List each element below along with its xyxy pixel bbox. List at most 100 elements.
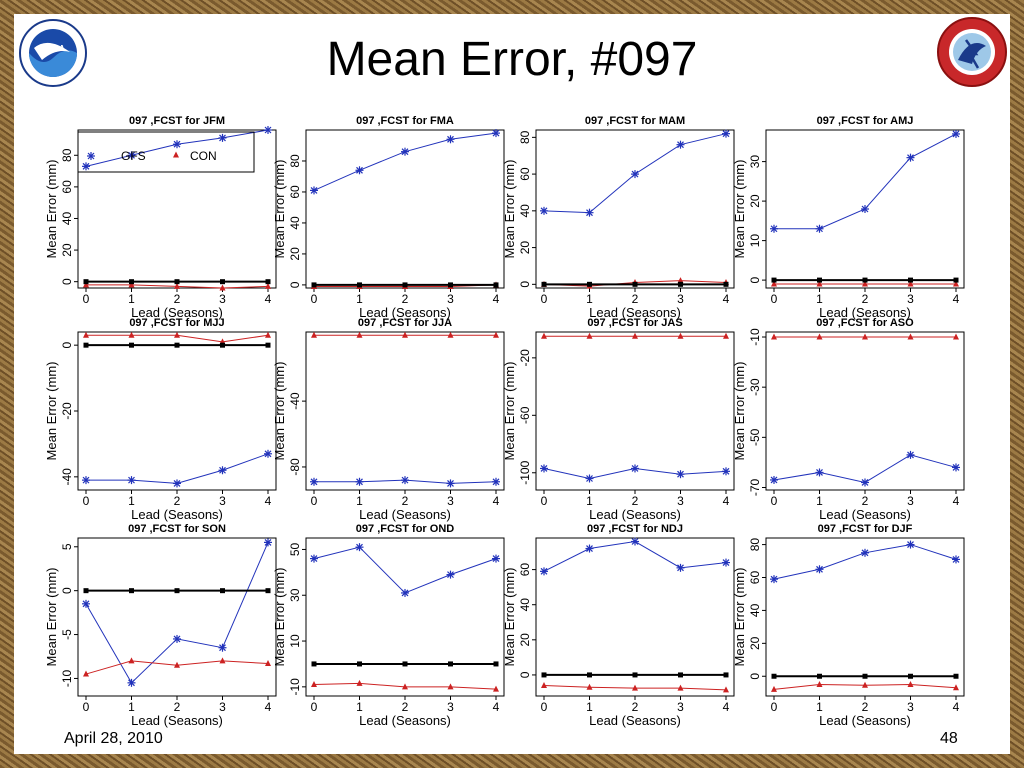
data-point-square xyxy=(678,672,683,678)
x-tick-label: 0 xyxy=(83,494,90,508)
data-point-square xyxy=(220,588,225,594)
data-point-star xyxy=(861,548,869,557)
y-tick-label: 40 xyxy=(288,216,302,230)
data-point-square xyxy=(83,588,89,594)
data-point-triangle xyxy=(265,331,271,338)
data-point-star xyxy=(446,570,455,579)
series-line xyxy=(774,133,957,230)
data-point-triangle xyxy=(174,331,180,338)
chart-title: 097 ,FCST for NDJ xyxy=(587,523,683,535)
data-point-star xyxy=(264,449,272,458)
chart-title: 097 ,FCST for MJJ xyxy=(129,317,224,329)
data-point-square xyxy=(174,588,180,594)
data-point-star xyxy=(815,224,824,233)
x-tick-label: 4 xyxy=(953,700,960,714)
data-point-square xyxy=(357,661,362,667)
data-point-star xyxy=(355,477,364,486)
x-tick-label: 4 xyxy=(265,700,272,714)
x-tick-label: 1 xyxy=(586,494,593,508)
data-point-triangle xyxy=(174,661,180,668)
plot-frame xyxy=(535,537,735,697)
data-point-star xyxy=(401,147,409,156)
data-point-star xyxy=(722,129,730,138)
x-axis-label: Lead (Seasons) xyxy=(131,713,223,728)
data-point-square xyxy=(817,673,822,679)
data-point-triangle xyxy=(493,685,499,692)
data-point-triangle xyxy=(953,333,959,340)
y-tick-label: 40 xyxy=(518,204,532,218)
chart-title: 097 ,FCST for MAM xyxy=(585,115,685,127)
y-tick-label: 0 xyxy=(748,276,762,283)
data-point-star xyxy=(585,474,594,483)
x-axis-label: Lead (Seasons) xyxy=(131,305,223,320)
data-point-star xyxy=(401,588,409,597)
data-point-square xyxy=(129,342,134,348)
y-tick-label: 0 xyxy=(60,587,74,594)
data-point-star xyxy=(770,475,778,484)
x-tick-label: 3 xyxy=(677,292,684,306)
y-axis-label: Mean Error (mm) xyxy=(502,568,517,667)
x-tick-label: 0 xyxy=(771,292,778,306)
data-point-triangle xyxy=(219,657,226,664)
x-tick-label: 1 xyxy=(816,292,823,306)
y-tick-label: 20 xyxy=(748,636,762,650)
data-point-square xyxy=(723,281,729,287)
data-point-star xyxy=(631,170,639,179)
legend-label: CON xyxy=(190,149,217,163)
chart-title: 097 ,FCST for DJF xyxy=(818,523,913,535)
data-point-triangle xyxy=(586,332,593,339)
x-tick-label: 3 xyxy=(219,494,226,508)
plot-frame xyxy=(305,331,505,491)
legend-star-icon xyxy=(87,152,95,160)
y-axis-label: Mean Error (mm) xyxy=(732,362,747,461)
data-point-triangle xyxy=(356,679,363,686)
y-tick-label: 60 xyxy=(518,563,532,577)
y-tick-label: 5 xyxy=(60,543,74,550)
data-point-star xyxy=(722,558,730,567)
data-point-square xyxy=(493,282,499,288)
y-tick-label: 40 xyxy=(748,603,762,617)
x-tick-label: 2 xyxy=(174,700,181,714)
y-tick-label: 0 xyxy=(518,281,532,288)
y-tick-label: 80 xyxy=(748,538,762,552)
data-point-square xyxy=(908,673,913,679)
y-tick-label: 10 xyxy=(748,234,762,248)
y-tick-label: -70 xyxy=(748,478,762,496)
plot-frame xyxy=(77,331,277,491)
data-point-triangle xyxy=(219,284,226,291)
x-tick-label: 1 xyxy=(586,292,593,306)
x-tick-label: 2 xyxy=(402,292,409,306)
data-point-star xyxy=(127,678,136,687)
y-tick-label: -100 xyxy=(518,460,532,484)
x-tick-label: 0 xyxy=(311,292,318,306)
y-tick-label: -80 xyxy=(288,458,302,476)
y-tick-label: 20 xyxy=(288,247,302,261)
data-point-star xyxy=(264,126,272,134)
data-point-triangle xyxy=(771,685,777,692)
x-tick-label: 1 xyxy=(128,700,135,714)
data-point-star xyxy=(446,135,455,144)
y-tick-label: 30 xyxy=(288,588,302,602)
series-line xyxy=(543,540,727,572)
y-tick-label: 0 xyxy=(288,281,302,288)
chart-panel-4: 097 ,FCST for AMJ 0 1 2 3 4 0 10 20 30 Lead (Seaso… xyxy=(732,115,965,320)
x-tick-label: 0 xyxy=(541,494,548,508)
plot-frame xyxy=(305,537,505,697)
y-tick-label: 60 xyxy=(288,185,302,199)
y-tick-label: 0 xyxy=(60,342,74,349)
x-tick-label: 3 xyxy=(447,292,454,306)
data-point-star xyxy=(127,151,136,160)
y-axis-label: Mean Error (mm) xyxy=(272,568,287,667)
data-point-star xyxy=(540,464,548,473)
x-tick-label: 4 xyxy=(723,700,730,714)
x-axis-label: Lead (Seasons) xyxy=(589,305,681,320)
y-tick-label: -30 xyxy=(748,378,762,396)
x-tick-label: 1 xyxy=(816,700,823,714)
data-point-star xyxy=(676,470,685,479)
y-tick-label: 0 xyxy=(60,278,74,285)
data-point-triangle xyxy=(83,281,89,288)
y-tick-label: 20 xyxy=(518,633,532,647)
data-point-star xyxy=(173,140,181,149)
y-tick-label: 30 xyxy=(748,155,762,169)
